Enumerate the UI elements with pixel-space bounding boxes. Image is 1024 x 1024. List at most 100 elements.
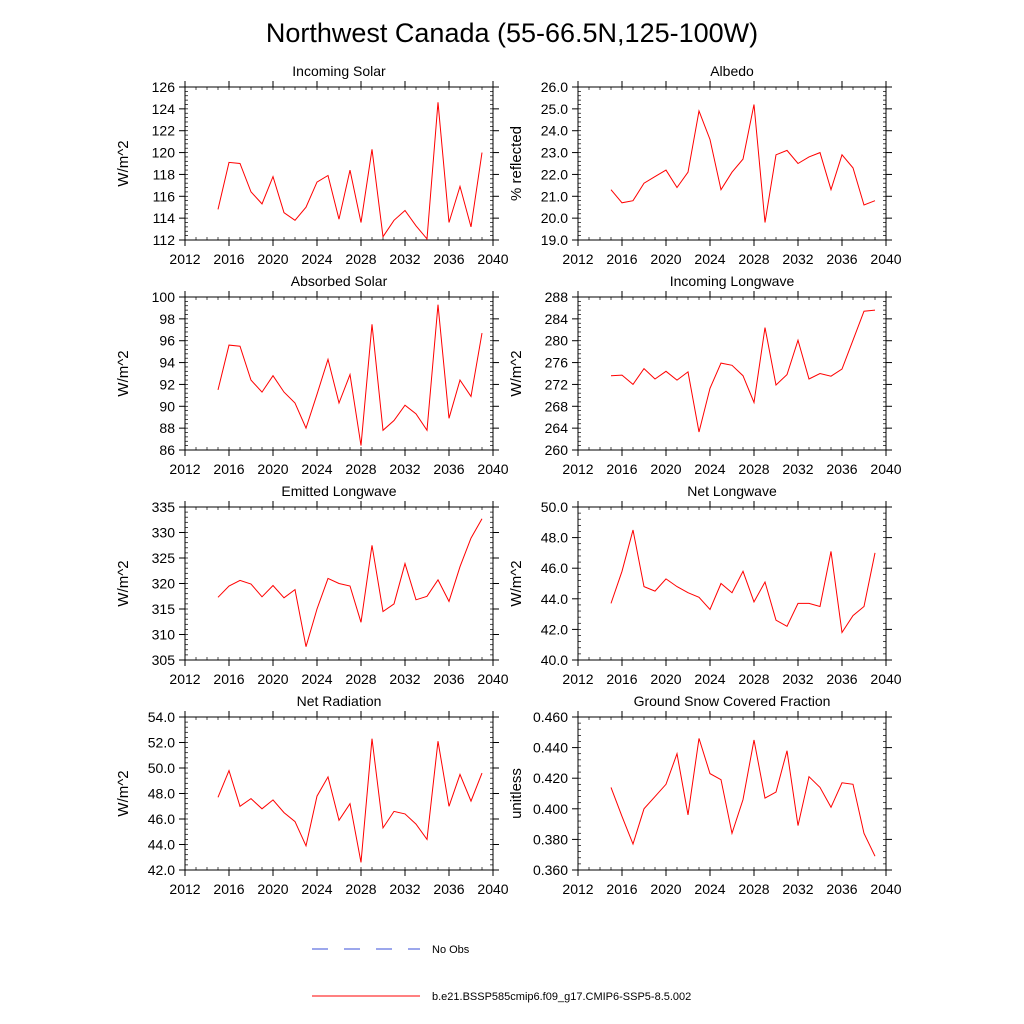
y-tick-label: 114 [153,210,176,226]
plot-frame [577,506,887,661]
y-axis-label: W/m^2 [115,560,132,606]
y-tick-label: 52.0 [148,735,175,751]
panel-2: 2012 2016 2020 2024 2028 2032 2036 2040 86 88 90 92… [115,273,509,477]
series-line [217,102,483,241]
y-tick-label: 54.0 [148,709,175,725]
x-tick-label: 2040 [870,671,901,687]
x-tick-label: 2020 [257,881,288,897]
x-tick-label: 2012 [562,251,593,267]
series-line [217,518,483,647]
y-tick-label: 50.0 [541,499,568,515]
y-tick-label: 280 [545,333,569,349]
y-tick-label: 42.0 [541,621,568,637]
y-tick-label: 0.360 [533,862,568,878]
x-tick-label: 2012 [169,881,200,897]
plot-frame [577,86,887,241]
x-tick-label: 2020 [650,671,681,687]
y-tick-label: 120 [152,145,176,161]
panel-title: Net Longwave [687,483,777,499]
series-line [610,309,876,433]
series-line [217,304,483,446]
x-tick-label: 2036 [826,251,857,267]
panel-title: Albedo [710,63,754,79]
x-tick-label: 2020 [650,461,681,477]
x-tick-label: 2036 [433,251,464,267]
x-tick-label: 2028 [738,881,769,897]
y-tick-label: 0.420 [533,770,568,786]
panel-7: 2012 2016 2020 2024 2028 2032 2036 2040 0.360 0.3… [508,693,902,897]
y-tick-label: 46.0 [148,811,175,827]
panel-0: 2012 2016 2020 2024 2028 2032 2036 2040 112 114 11… [115,63,509,267]
y-tick-label: 98 [159,311,175,327]
y-tick-label: 92 [159,376,175,392]
x-tick-label: 2016 [213,251,244,267]
y-tick-label: 90 [159,398,175,414]
y-tick-label: 44.0 [148,837,175,853]
y-tick-label: 0.400 [533,801,568,817]
legend-item-no-obs: No Obs [312,944,470,956]
panel-3: 2012 2016 2020 2024 2028 2032 2036 2040 260 264 26… [508,273,902,477]
panel-6: 2012 2016 2020 2024 2028 2032 2036 2040 42.0 44.0… [115,693,509,897]
y-tick-label: 315 [152,601,176,617]
series-line [610,529,876,634]
x-tick-label: 2028 [738,671,769,687]
x-tick-label: 2040 [477,251,508,267]
x-tick-label: 2016 [213,881,244,897]
panel-5: 2012 2016 2020 2024 2028 2032 2036 2040 40.0 42.0… [508,483,902,687]
y-tick-label: 288 [545,289,569,305]
y-tick-label: 50.0 [148,760,175,776]
y-axis-label: % reflected [508,126,525,201]
x-tick-label: 2016 [606,671,637,687]
x-tick-label: 2036 [433,671,464,687]
y-tick-label: 116 [153,188,176,204]
x-tick-label: 2024 [301,251,332,267]
y-tick-label: 310 [152,627,176,643]
x-tick-label: 2040 [870,251,901,267]
y-tick-label: 48.0 [148,786,175,802]
x-tick-label: 2032 [782,881,813,897]
y-tick-label: 126 [152,79,176,95]
x-tick-label: 2016 [213,671,244,687]
panel-title: Absorbed Solar [291,273,388,289]
x-tick-label: 2020 [257,671,288,687]
y-axis-label: W/m^2 [115,350,132,396]
panel-title: Emitted Longwave [281,483,396,499]
plot-frame [184,506,494,661]
x-tick-label: 2036 [433,881,464,897]
y-tick-label: 86 [159,442,175,458]
y-tick-label: 268 [545,398,569,414]
x-tick-label: 2012 [562,461,593,477]
series-line [217,738,483,863]
x-tick-label: 2020 [650,881,681,897]
panel-title: Ground Snow Covered Fraction [634,693,831,709]
series-line [610,104,876,223]
x-tick-label: 2020 [257,461,288,477]
x-tick-label: 2036 [826,671,857,687]
y-tick-label: 335 [152,499,176,515]
x-tick-label: 2012 [169,251,200,267]
legend-item-model-run: b.e21.BSSP585cmip6.f09_g17.CMIP6-SSP5-8.… [312,991,691,1003]
x-tick-label: 2024 [694,671,725,687]
series-line [610,738,876,857]
y-tick-label: 96 [159,333,175,349]
x-tick-label: 2028 [345,461,376,477]
y-axis-label: W/m^2 [115,140,132,186]
y-tick-label: 284 [545,311,569,327]
x-tick-label: 2012 [562,671,593,687]
panel-title: Incoming Longwave [670,273,795,289]
y-tick-label: 21.0 [541,188,568,204]
x-tick-label: 2028 [345,671,376,687]
x-tick-label: 2028 [345,881,376,897]
y-tick-label: 26.0 [541,79,568,95]
y-tick-label: 305 [152,652,176,668]
y-tick-label: 48.0 [541,530,568,546]
plot-frame [577,296,887,451]
x-tick-label: 2012 [169,671,200,687]
y-axis-label: W/m^2 [508,350,525,396]
y-tick-label: 46.0 [541,560,568,576]
y-tick-label: 24.0 [541,123,568,139]
x-tick-label: 2024 [301,881,332,897]
x-tick-label: 2040 [477,881,508,897]
y-tick-label: 122 [152,123,176,139]
